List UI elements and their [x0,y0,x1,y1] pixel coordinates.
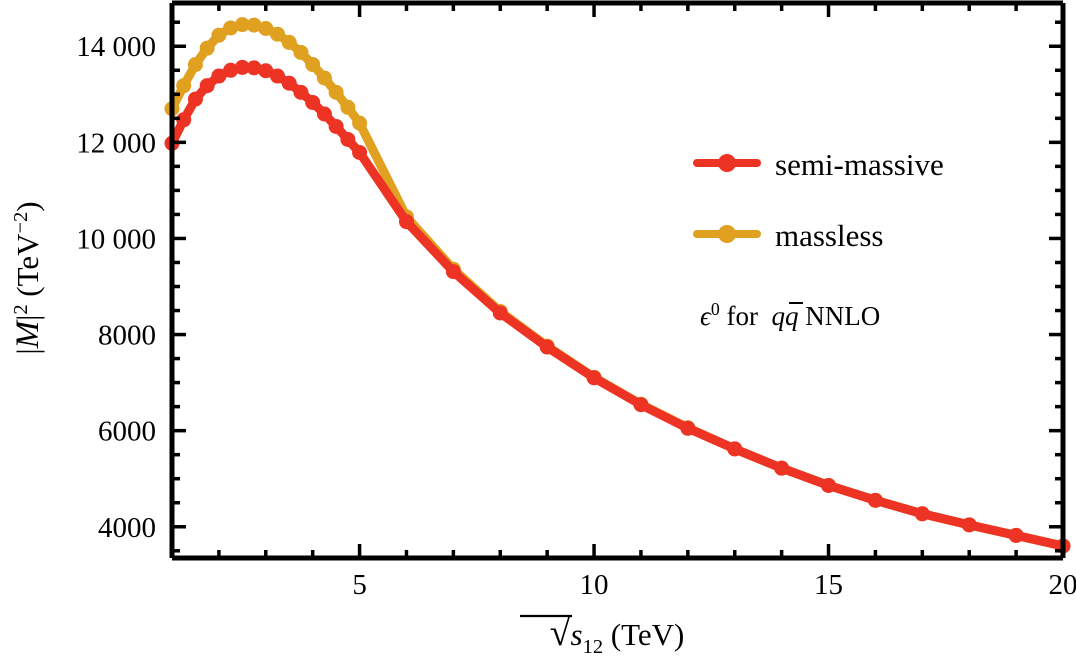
data-point [680,420,696,436]
annotation-epsilon: ϵ [700,301,712,331]
annotation-nnlo: NNLO [805,301,880,331]
data-point [246,60,262,76]
data-point [270,26,286,42]
axis-ticks [170,3,1065,558]
x-title-subscript: 12 [583,636,603,658]
data-series-layer [164,17,1071,554]
data-point [328,118,344,134]
data-point [211,27,227,43]
plot-annotation: ϵ0 for qq NNLO [700,299,880,331]
data-point [633,397,649,413]
data-point [258,20,274,36]
y-title-bar-close: | [10,315,45,321]
legend-swatch-marker-massless [718,225,736,243]
data-point [293,44,309,60]
series-semi-massive [164,59,1071,554]
data-point [234,59,250,75]
data-point [223,20,239,36]
data-point [352,115,368,131]
y-tick-label: 8000 [98,320,156,352]
data-point [199,78,215,94]
y-title-exponent: 2 [10,304,32,314]
data-point [176,112,192,128]
y-title-unit-exponent: −2 [10,212,32,234]
data-point [352,144,368,160]
data-point [727,441,743,457]
data-point [223,62,239,78]
data-point [328,84,344,100]
data-point [492,305,508,321]
data-point [281,75,297,91]
data-point [774,460,790,476]
data-point [961,517,977,533]
x-axis-title: √s12 (TeV) [520,612,684,658]
legend: semi-massive massless [693,147,944,253]
data-point [293,84,309,100]
y-axis-title: |M|2 (TeV−2) [10,201,46,354]
svg-text:√s12 (TeV): √s12 (TeV) [550,612,685,658]
data-point [398,214,414,230]
data-point [258,63,274,79]
data-point [281,34,297,50]
y-tick-label: 6000 [98,416,156,448]
y-tick-label: 12 000 [76,127,156,159]
data-point [234,17,250,33]
data-point [867,492,883,508]
annotation-qbar: q [785,301,799,331]
data-point [246,17,262,33]
data-point [340,131,356,147]
data-point [187,91,203,107]
data-point [270,68,286,84]
legend-label-massless: massless [775,218,884,253]
data-point [305,57,321,73]
x-tick-label: 15 [814,569,843,601]
y-tick-label: 10 000 [76,223,156,255]
data-point [305,94,321,110]
annotation-epsilon-exponent: 0 [711,299,720,319]
data-point [316,70,332,86]
data-point [211,68,227,84]
legend-entry-semi-massive[interactable]: semi-massive [693,147,944,182]
data-point [340,99,356,115]
y-title-bar-open: | [10,348,45,354]
x-tick-label: 10 [580,569,609,601]
data-point [586,370,602,386]
svg-text:ϵ0 for qq NNLO: ϵ0 for qq NNLO [700,299,880,331]
data-point [199,40,215,56]
y-tick-labels: 4000 6000 8000 10 000 12 000 14 000 [76,31,156,544]
legend-swatch-marker-semi-massive [718,154,736,172]
data-point [821,477,837,493]
y-tick-label: 14 000 [76,31,156,63]
y-tick-label: 4000 [98,512,156,544]
x-title-s: s [571,617,583,652]
x-tick-label: 5 [352,569,367,601]
data-point [445,264,461,280]
x-tick-label: 20 [1049,569,1076,601]
svg-text:|M|2 (TeV−2): |M|2 (TeV−2) [10,201,46,354]
data-point [316,106,332,122]
data-point [187,57,203,73]
data-point [539,339,555,355]
legend-label-semi-massive: semi-massive [775,147,944,182]
y-title-unit-open: (TeV [10,233,45,297]
y-title-matrix-symbol: M [10,319,46,349]
data-point [914,506,930,522]
x-title-sqrt-sign: √ [550,612,571,654]
x-title-unit: (TeV) [611,617,685,652]
legend-entry-massless[interactable]: massless [693,218,884,253]
y-title-unit-close: ) [10,201,45,211]
annotation-for: for [727,301,758,331]
x-tick-labels: 5 10 15 20 [352,569,1076,601]
annotation-q: q [772,301,786,331]
data-point [1008,527,1024,543]
data-point [176,78,192,94]
